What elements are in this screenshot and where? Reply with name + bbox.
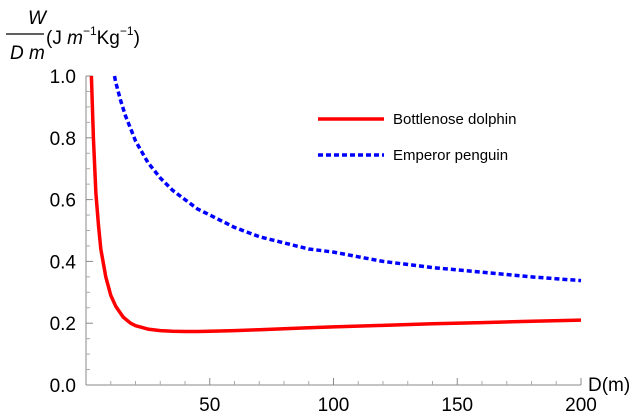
y-label-numerator: W <box>28 8 48 29</box>
y-tick-label: 0.6 <box>50 191 76 212</box>
y-label-denominator: D m <box>10 43 45 64</box>
y-tick-label: 0.0 <box>50 376 76 397</box>
x-tick-label: 100 <box>318 395 350 414</box>
legend-label-bottlenose-dolphin: Bottlenose dolphin <box>393 111 516 128</box>
y-tick-label: 0.8 <box>50 129 76 150</box>
x-ticks: 50 100 150 200 <box>110 378 597 414</box>
y-ticks: 0.0 0.2 0.4 0.6 0.8 1.0 <box>50 67 93 397</box>
x-tick-label: 50 <box>199 395 220 414</box>
y-label-units-prefix: (J <box>46 28 67 49</box>
x-tick-label: 150 <box>441 395 473 414</box>
y-tick-label: 0.2 <box>50 314 76 335</box>
y-tick-label: 0.4 <box>50 252 77 273</box>
y-label-units-suffix: ) <box>134 28 140 49</box>
x-axis-label: D(m) <box>588 375 630 396</box>
legend: Bottlenose dolphin Emperor penguin <box>318 111 516 164</box>
series-line-bottlenose-dolphin <box>89 75 582 334</box>
y-label-units-exp2: −1 <box>120 24 134 38</box>
series-line-emperor-penguin <box>112 75 582 283</box>
y-axis-label: W D m (J m−1Kg−1) <box>6 8 140 64</box>
y-label-units: (J m−1Kg−1) <box>46 24 140 49</box>
series-group <box>89 75 582 334</box>
y-tick-label: 1.0 <box>50 67 76 88</box>
x-tick-label: 200 <box>565 395 597 414</box>
y-label-units-m: m <box>67 28 83 49</box>
y-label-units-exp1: −1 <box>83 24 97 38</box>
legend-label-emperor-penguin: Emperor penguin <box>393 147 508 164</box>
y-label-units-kg: Kg <box>97 28 120 49</box>
